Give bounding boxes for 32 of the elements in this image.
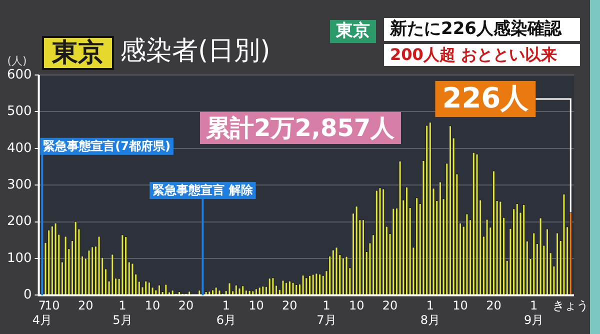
x-tick-label: 10 [348,298,364,313]
ref-line-label: 緊急事態宣言(7都府県) [43,139,170,154]
x-tick-label: 1 9月 [524,298,544,327]
x-tick-label: 20 [282,298,298,313]
ref-line-label: 緊急事態宣言 解除 [152,183,254,198]
x-tick-label: 10 [248,298,264,313]
annotation: 226人 [442,81,530,114]
x-tick-label: 20 [382,298,398,313]
x-tick-label: 10 [144,298,160,313]
x-tick-label: 1 7月 [316,298,336,327]
annotation: 累計2万2,857人 [200,112,401,144]
x-tick-label: 1 6月 [216,298,236,327]
y-tick-label: 600 [6,67,32,82]
text: 新たに226人感染確認 [384,18,580,41]
x-tick-label: 20 [178,298,194,313]
text: 東京 [330,20,376,43]
y-tick-label: 100 [6,250,32,266]
x-tick-label: 10 [44,298,60,313]
x-tick-label: 20 [78,298,94,313]
y-tick-label: 300 [6,177,32,192]
y-axis-title: (人) [7,54,27,68]
y-tick-label: 200 [6,214,32,230]
chart-title: 東京 感染者(日別) [50,36,270,70]
x-tick-label: 1 5月 [112,298,132,327]
y-tick-label: 0 [24,288,32,303]
x-tick-label: きょう [552,298,589,313]
y-tick-label: 400 [6,140,32,156]
x-tick-label: 1 8月 [420,298,440,327]
text: 200人超 おととい以来 [384,44,580,66]
x-tick-label: 10 [452,298,468,313]
y-tick-label: 500 [6,104,32,120]
x-tick-label: 20 [486,298,502,313]
